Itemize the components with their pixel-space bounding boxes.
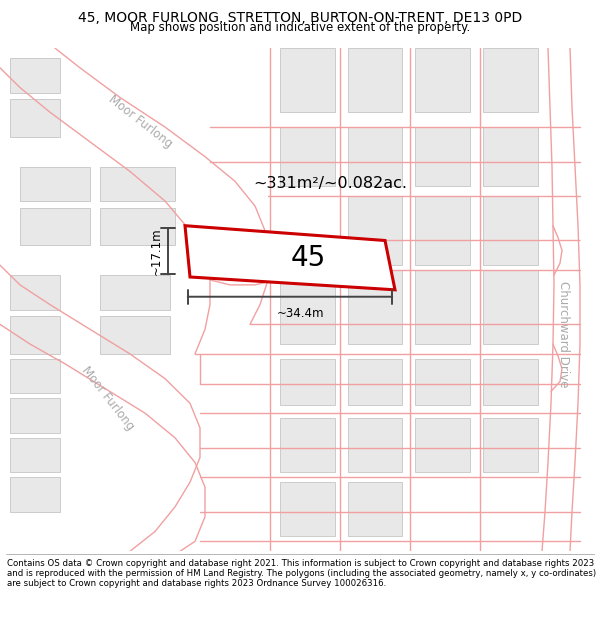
Text: ~331m²/~0.082ac.: ~331m²/~0.082ac. bbox=[253, 176, 407, 191]
Text: 45, MOOR FURLONG, STRETTON, BURTON-ON-TRENT, DE13 0PD: 45, MOOR FURLONG, STRETTON, BURTON-ON-TR… bbox=[78, 11, 522, 24]
Polygon shape bbox=[10, 275, 60, 309]
Polygon shape bbox=[10, 478, 60, 512]
Polygon shape bbox=[280, 270, 335, 344]
Polygon shape bbox=[10, 316, 60, 354]
Polygon shape bbox=[483, 48, 538, 112]
Polygon shape bbox=[10, 58, 60, 92]
Polygon shape bbox=[415, 196, 470, 265]
Polygon shape bbox=[348, 418, 402, 472]
Polygon shape bbox=[10, 398, 60, 433]
Text: Map shows position and indicative extent of the property.: Map shows position and indicative extent… bbox=[130, 21, 470, 34]
Polygon shape bbox=[20, 208, 90, 246]
Text: ~17.1m: ~17.1m bbox=[150, 228, 163, 275]
Polygon shape bbox=[415, 127, 470, 186]
Text: Moor Furlong: Moor Furlong bbox=[79, 364, 137, 432]
Polygon shape bbox=[10, 359, 60, 393]
Polygon shape bbox=[280, 127, 335, 186]
Polygon shape bbox=[100, 275, 170, 309]
Text: 45: 45 bbox=[291, 244, 326, 272]
Polygon shape bbox=[20, 166, 90, 201]
Text: ~34.4m: ~34.4m bbox=[276, 307, 324, 319]
Polygon shape bbox=[348, 127, 402, 186]
Polygon shape bbox=[10, 99, 60, 137]
Polygon shape bbox=[483, 196, 538, 265]
Polygon shape bbox=[185, 226, 395, 290]
Polygon shape bbox=[100, 166, 175, 201]
Polygon shape bbox=[415, 48, 470, 112]
Polygon shape bbox=[10, 438, 60, 472]
Polygon shape bbox=[100, 316, 170, 354]
Polygon shape bbox=[280, 418, 335, 472]
Polygon shape bbox=[415, 270, 470, 344]
Polygon shape bbox=[280, 359, 335, 405]
Polygon shape bbox=[348, 270, 402, 344]
Polygon shape bbox=[348, 359, 402, 405]
Polygon shape bbox=[483, 270, 538, 344]
Polygon shape bbox=[348, 48, 402, 112]
Polygon shape bbox=[415, 418, 470, 472]
Text: Contains OS data © Crown copyright and database right 2021. This information is : Contains OS data © Crown copyright and d… bbox=[7, 559, 596, 588]
Polygon shape bbox=[483, 359, 538, 405]
Polygon shape bbox=[483, 127, 538, 186]
Polygon shape bbox=[348, 482, 402, 536]
Text: Churchward Drive: Churchward Drive bbox=[557, 281, 569, 388]
Polygon shape bbox=[483, 418, 538, 472]
Polygon shape bbox=[280, 48, 335, 112]
Text: Moor Furlong: Moor Furlong bbox=[106, 93, 175, 151]
Polygon shape bbox=[280, 482, 335, 536]
Polygon shape bbox=[348, 196, 402, 265]
Polygon shape bbox=[415, 359, 470, 405]
Polygon shape bbox=[100, 208, 175, 246]
